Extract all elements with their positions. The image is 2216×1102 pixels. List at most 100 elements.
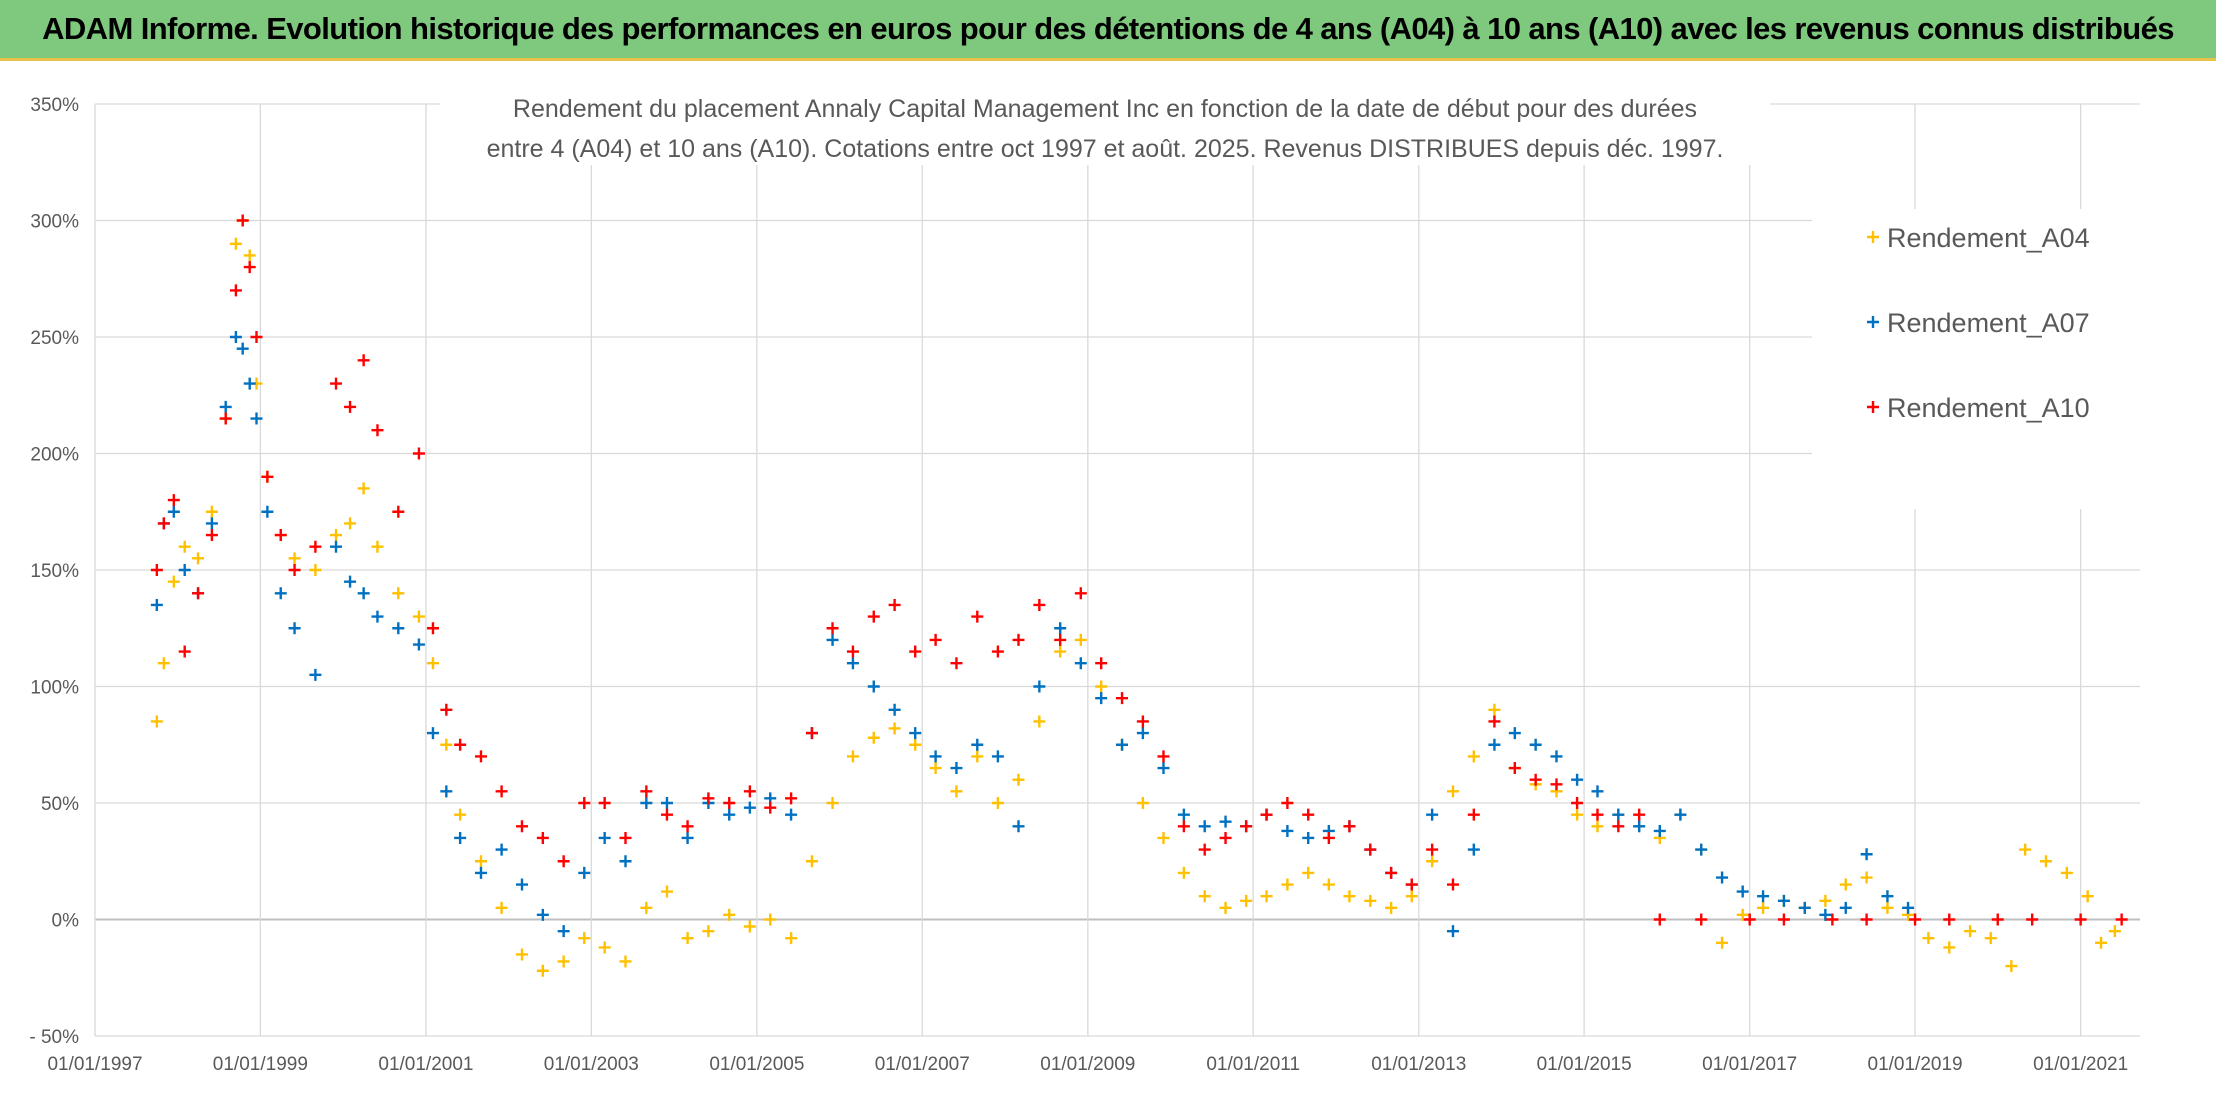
data-point xyxy=(1860,871,1873,884)
data-point xyxy=(1529,773,1542,786)
data-point xyxy=(1219,901,1232,914)
data-point xyxy=(1054,633,1067,646)
data-point xyxy=(1736,908,1749,921)
data-point xyxy=(371,610,384,623)
x-tick-label: 01/01/2005 xyxy=(709,1054,804,1075)
data-point xyxy=(1653,824,1666,837)
data-point xyxy=(743,920,756,933)
data-point xyxy=(1839,901,1852,914)
data-point xyxy=(1695,843,1708,856)
data-point xyxy=(1508,727,1521,740)
data-point xyxy=(743,785,756,798)
data-point xyxy=(785,808,798,821)
data-point xyxy=(1826,913,1839,926)
x-tick-label: 01/01/2013 xyxy=(1371,1054,1466,1075)
legend-label: Rendement_A10 xyxy=(1887,393,2090,423)
x-tick-label: 01/01/1997 xyxy=(47,1054,142,1075)
data-point xyxy=(1674,808,1687,821)
data-point xyxy=(557,955,570,968)
data-point xyxy=(371,424,384,437)
data-point xyxy=(1426,808,1439,821)
x-tick-label: 01/01/2021 xyxy=(2033,1054,2128,1075)
x-tick-label: 01/01/2001 xyxy=(378,1054,473,1075)
x-tick-label: 01/01/2011 xyxy=(1206,1054,1300,1075)
legend-marker xyxy=(1867,316,1879,328)
data-point xyxy=(357,482,370,495)
data-point xyxy=(157,517,170,530)
data-point xyxy=(660,797,673,809)
data-point xyxy=(309,564,322,576)
data-point xyxy=(2019,843,2032,856)
x-tick-label: 01/01/2009 xyxy=(1040,1054,1135,1075)
data-point xyxy=(950,657,963,670)
data-point xyxy=(1302,831,1315,844)
data-point xyxy=(785,792,798,805)
data-point xyxy=(578,797,591,809)
chart-title: Rendement du placement Annaly Capital Ma… xyxy=(440,87,1770,165)
data-point xyxy=(846,645,859,658)
data-point xyxy=(1385,901,1398,914)
data-point xyxy=(412,638,425,651)
chart-title-line-2: entre 4 (A04) et 10 ans (A10). Cotations… xyxy=(487,135,1724,163)
data-point xyxy=(1012,820,1025,833)
data-point xyxy=(192,587,205,600)
data-point xyxy=(598,831,611,844)
data-point xyxy=(1033,598,1046,611)
data-point xyxy=(474,855,487,868)
data-point xyxy=(309,540,322,553)
data-point xyxy=(702,925,715,938)
data-point xyxy=(426,657,439,670)
data-point xyxy=(1757,901,1770,914)
data-point xyxy=(1743,913,1756,926)
data-point xyxy=(261,470,274,483)
banner-title: ADAM Informe. Evolution historique des p… xyxy=(42,11,2174,46)
data-point xyxy=(1571,808,1584,821)
data-point xyxy=(578,932,591,945)
data-point xyxy=(929,762,942,775)
x-tick-label: 01/01/2019 xyxy=(1868,1054,1963,1075)
legend: Rendement_A04 Rendement_A07 Rendement_A10 xyxy=(1812,209,2142,509)
data-point xyxy=(167,494,180,507)
data-point xyxy=(1033,680,1046,693)
y-tick-label: 50% xyxy=(41,794,79,815)
data-point xyxy=(229,331,242,343)
data-point xyxy=(991,797,1004,809)
data-point xyxy=(1612,820,1625,833)
data-point xyxy=(950,762,963,775)
data-point xyxy=(1157,831,1170,844)
data-point xyxy=(178,540,191,553)
data-point xyxy=(243,261,256,274)
data-point xyxy=(243,249,256,262)
data-point xyxy=(288,564,301,576)
data-point xyxy=(536,964,549,977)
data-point xyxy=(1550,778,1563,791)
data-point xyxy=(205,517,218,530)
data-point xyxy=(1716,871,1729,884)
legend-label: Rendement_A04 xyxy=(1887,223,2090,253)
data-point xyxy=(971,610,984,623)
data-point xyxy=(991,750,1004,763)
data-point xyxy=(1074,657,1087,670)
data-point xyxy=(2060,866,2073,879)
data-point xyxy=(357,354,370,367)
data-point xyxy=(1943,941,1956,954)
y-tick-label: 250% xyxy=(30,328,79,349)
data-point xyxy=(598,797,611,809)
data-point xyxy=(1591,820,1604,833)
y-axis: - 50% 0% 50% 100% 150% 200% 250% 300% 350% xyxy=(29,95,79,1048)
data-point xyxy=(764,913,777,926)
data-point xyxy=(515,878,528,891)
data-point xyxy=(1612,808,1625,821)
data-point xyxy=(1446,785,1459,798)
data-point xyxy=(1116,692,1129,705)
data-point xyxy=(2108,925,2121,938)
data-point xyxy=(426,622,439,635)
data-point xyxy=(1157,750,1170,763)
scatter-chart: - 50% 0% 50% 100% 150% 200% 250% 300% 350% 01/01… xyxy=(29,87,2142,1075)
data-point xyxy=(909,738,922,751)
x-axis: 01/01/1997 01/01/1999 01/01/2001 01/01/2003… xyxy=(47,1054,2128,1075)
x-tick-label: 01/01/2015 xyxy=(1537,1054,1632,1075)
data-point xyxy=(330,540,343,553)
data-point xyxy=(1653,913,1666,926)
data-point xyxy=(150,598,163,611)
